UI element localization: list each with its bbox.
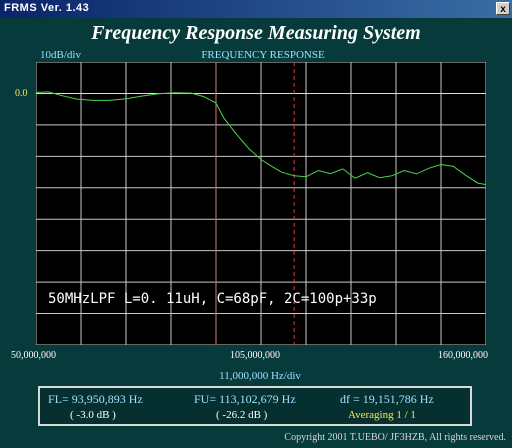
copyright-notice: Copyright 2001 T.UEBO/ JF3HZB, All right… bbox=[284, 432, 506, 443]
window-titlebar: FRMS Ver. 1.43 x bbox=[0, 0, 512, 18]
x-tick-right: 160,000,000 bbox=[438, 350, 488, 361]
fl-db-readout: ( -3.0 dB ) bbox=[70, 409, 116, 421]
response-trace bbox=[36, 91, 486, 186]
fu-db-readout: ( -26.2 dB ) bbox=[216, 409, 268, 421]
close-button[interactable]: x bbox=[496, 2, 510, 15]
readout-panel: FL= 93,950,893 Hz ( -3.0 dB ) FU= 113,10… bbox=[38, 386, 472, 426]
scale-label: 10dB/div bbox=[40, 49, 81, 61]
reference-level-label: 0.0 bbox=[15, 88, 28, 99]
x-axis-unit: 11,000,000 Hz/div bbox=[219, 370, 301, 382]
x-tick-left: 50,000,000 bbox=[11, 350, 56, 361]
df-readout: df = 19,151,786 Hz bbox=[340, 392, 434, 406]
averaging-readout: Averaging 1 / 1 bbox=[348, 409, 416, 421]
chart-annotation: 50MHzLPF L=0. 11uH, C=68pF, 2C=100p+33p bbox=[48, 291, 377, 307]
x-tick-middle: 105,000,000 bbox=[230, 350, 280, 361]
plot-grid bbox=[36, 62, 486, 345]
window-title: FRMS Ver. 1.43 bbox=[4, 2, 90, 14]
fu-readout: FU= 113,102,679 Hz bbox=[194, 392, 296, 406]
chart-title: FREQUENCY RESPONSE bbox=[201, 49, 325, 61]
frequency-response-chart[interactable]: 50MHzLPF L=0. 11uH, C=68pF, 2C=100p+33p bbox=[36, 62, 486, 345]
app-title: Frequency Response Measuring System bbox=[91, 22, 421, 44]
fl-readout: FL= 93,950,893 Hz bbox=[48, 392, 143, 406]
